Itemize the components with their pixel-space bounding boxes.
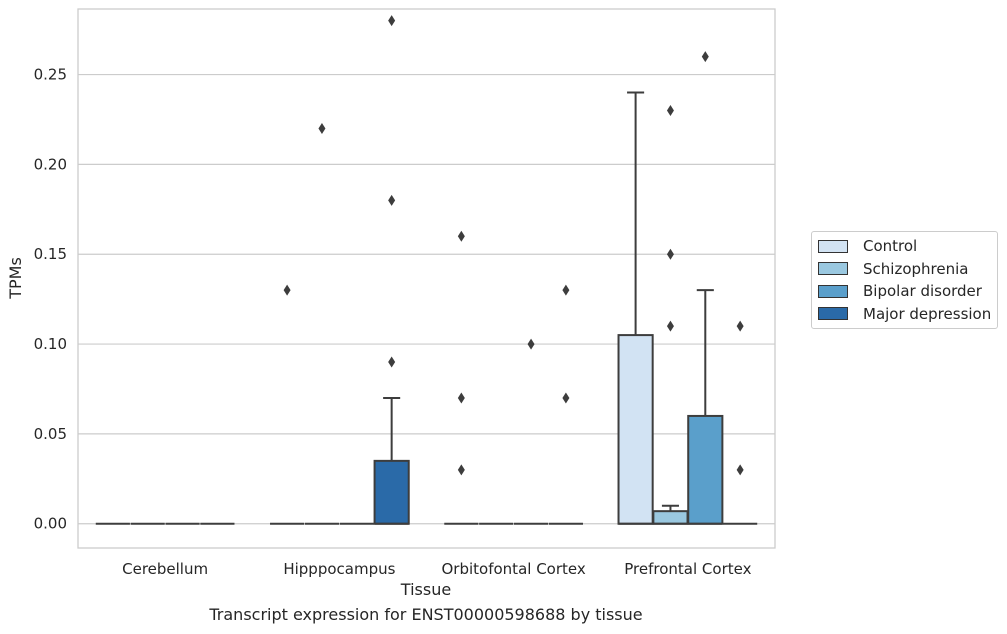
- outlier-point: [388, 194, 396, 206]
- x-tick-label: Hipppocampus: [283, 560, 395, 578]
- y-tick-label: 0.25: [34, 66, 67, 84]
- y-axis-label: TPMs: [6, 257, 25, 300]
- box-major-depression: [373, 15, 410, 525]
- box-major-depression: [548, 284, 583, 525]
- y-tick-label: 0.05: [34, 425, 67, 443]
- outlier-point: [666, 320, 674, 332]
- y-tick-label: 0.15: [34, 245, 67, 263]
- legend-label: Control: [863, 237, 918, 256]
- legend-swatch: [818, 239, 848, 253]
- legend-item: Bipolar disorder: [812, 280, 997, 303]
- outlier-point: [388, 356, 396, 368]
- outlier-point: [283, 284, 291, 296]
- legend-label: Bipolar disorder: [863, 282, 982, 301]
- box-schizophrenia: [304, 122, 340, 525]
- outlier-point: [457, 464, 465, 476]
- outlier-point: [388, 15, 396, 27]
- legend-label: Major depression: [863, 304, 992, 323]
- y-tick-label: 0.00: [34, 515, 67, 533]
- box-bipolar-disorder: [513, 338, 549, 525]
- x-axis-label: Tissue: [400, 580, 451, 599]
- box-control: [444, 230, 479, 525]
- y-tick-label: 0.10: [34, 335, 67, 353]
- outlier-point: [666, 105, 674, 117]
- chart-caption: Transcript expression for ENST0000059868…: [209, 605, 643, 624]
- plot-area: [78, 9, 775, 548]
- legend-swatch: [818, 262, 848, 276]
- x-tick-label: Cerebellum: [122, 560, 208, 578]
- outlier-point: [666, 248, 674, 260]
- outlier-point: [457, 392, 465, 404]
- y-tick-label: 0.20: [34, 155, 67, 173]
- plot-frame: [77, 8, 776, 549]
- outlier-point: [736, 464, 744, 476]
- box-body: [652, 510, 689, 525]
- outlier-point: [701, 51, 709, 63]
- box-schizophrenia: [652, 105, 689, 525]
- legend: Control Schizophrenia Bipolar disorder Majo…: [811, 231, 998, 329]
- boxes-layer: [95, 15, 758, 525]
- y-tick-labels: 0.00 0.05 0.10 0.15 0.20 0.25: [34, 66, 67, 533]
- outlier-point: [527, 338, 535, 350]
- x-tick-labels: Cerebellum Hipppocampus Orbitofontal Corte…: [122, 560, 751, 578]
- box-body: [373, 459, 410, 525]
- legend-item: Major depression: [812, 303, 997, 326]
- x-tick-label: Prefrontal Cortex: [624, 560, 751, 578]
- outlier-point: [318, 122, 326, 134]
- legend-item: Schizophrenia: [812, 258, 997, 281]
- box-control: [617, 91, 654, 525]
- box-major-depression: [723, 320, 758, 525]
- box-control: [270, 284, 305, 525]
- legend-swatch: [818, 307, 848, 321]
- box-bipolar-disorder: [687, 51, 724, 525]
- outlier-point: [457, 230, 465, 242]
- outlier-point: [562, 392, 570, 404]
- legend-label: Schizophrenia: [863, 259, 969, 278]
- outlier-point: [736, 320, 744, 332]
- box-body: [617, 334, 654, 525]
- box-body: [687, 414, 724, 525]
- legend-item: Control: [812, 235, 997, 258]
- x-tick-label: Orbitofontal Cortex: [442, 560, 586, 578]
- legend-swatch: [818, 284, 848, 298]
- outlier-point: [562, 284, 570, 296]
